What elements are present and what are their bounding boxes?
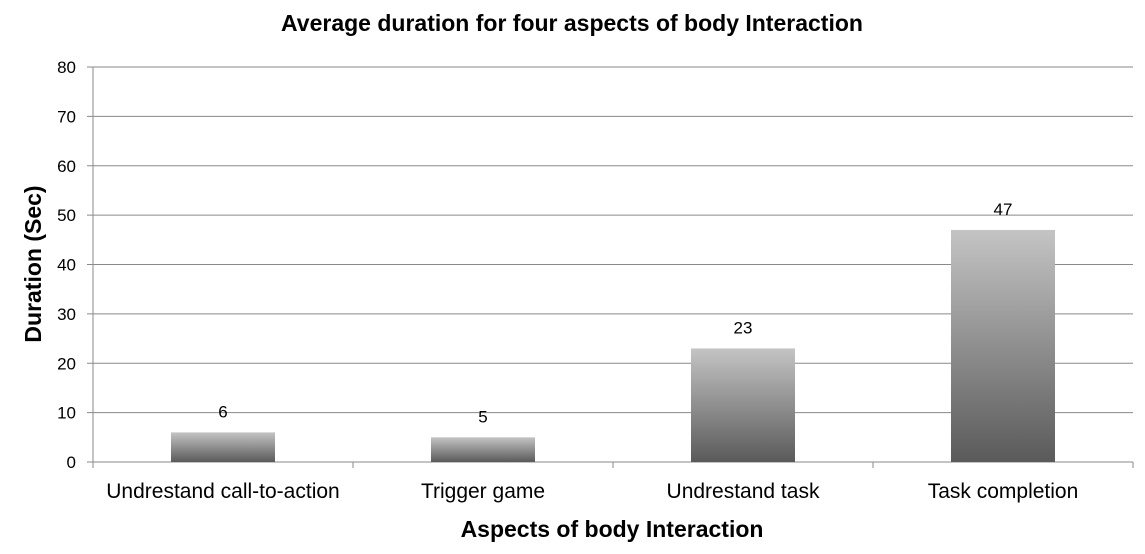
y-tick-label: 0: [67, 453, 76, 472]
y-tick-label: 10: [57, 404, 76, 423]
category-label: Task completion: [928, 480, 1079, 503]
y-tick-label: 20: [57, 354, 76, 373]
gridlines: [93, 66, 1133, 414]
data-labels: 6 5 23 47: [218, 200, 1012, 426]
data-label: 47: [994, 200, 1013, 219]
y-tick-label: 40: [57, 256, 76, 275]
y-tick-label: 50: [57, 206, 76, 225]
bar: [951, 229, 1055, 462]
y-tick-label: 60: [57, 157, 76, 176]
category-labels: Undrestand call-to-action Trigger game Und…: [106, 480, 1078, 503]
category-label: Trigger game: [421, 480, 545, 503]
y-axis-title: Duration (Sec): [20, 185, 46, 342]
bar: [431, 437, 535, 462]
data-label: 5: [478, 407, 487, 426]
bar: [171, 432, 275, 462]
x-axis-title: Aspects of body Interaction: [461, 516, 764, 542]
data-label: 6: [218, 402, 227, 421]
bars: [171, 229, 1055, 462]
data-label: 23: [734, 318, 753, 337]
category-label: Undrestand task: [667, 480, 820, 503]
y-tick-label: 30: [57, 305, 76, 324]
chart-title: Average duration for four aspects of bod…: [281, 10, 863, 36]
y-tick-label: 80: [57, 58, 76, 77]
y-tick-label: 70: [57, 107, 76, 126]
category-label: Undrestand call-to-action: [106, 480, 339, 503]
y-axis-ticks: 0 10 20 30 40 50 60 70 80: [57, 58, 93, 472]
bar: [691, 348, 795, 462]
